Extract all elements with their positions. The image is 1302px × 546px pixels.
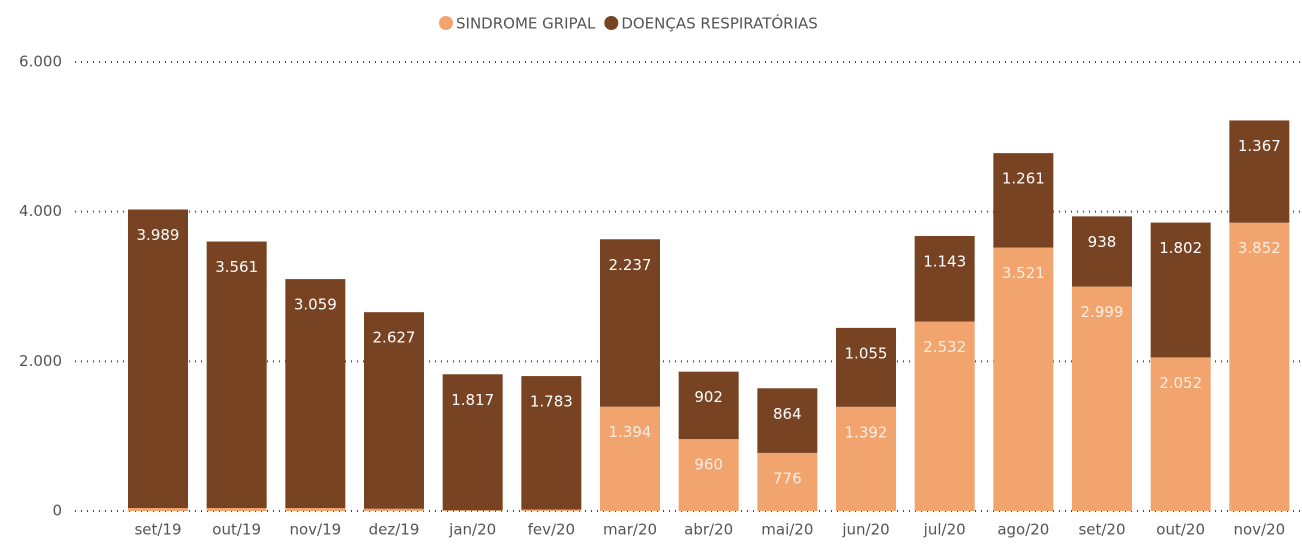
data-label: 960 xyxy=(694,456,723,474)
y-tick-label: 2.000 xyxy=(19,352,62,370)
x-tick-label: ago/20 xyxy=(997,521,1049,539)
x-tick-label: fev/20 xyxy=(528,521,576,539)
data-label: 776 xyxy=(773,469,802,487)
bar-segment xyxy=(993,153,1054,248)
bar-segment xyxy=(364,312,424,509)
x-tick-label: dez/19 xyxy=(369,521,420,539)
legend-marker xyxy=(439,16,453,30)
bar-segment xyxy=(1150,357,1211,511)
bar-segment xyxy=(128,508,188,511)
bar-segment xyxy=(206,241,267,509)
legend-label: SINDROME GRIPAL xyxy=(456,15,596,33)
data-label: 2.627 xyxy=(373,329,416,347)
x-tick-label: set/20 xyxy=(1078,521,1125,539)
bar-segment xyxy=(285,508,346,511)
bar-segment xyxy=(914,235,975,322)
bar-segment xyxy=(1229,222,1290,511)
bar-segment xyxy=(1229,120,1290,223)
bar-segment xyxy=(364,508,424,511)
x-tick-label: jun/20 xyxy=(841,521,889,539)
data-label: 1.817 xyxy=(451,391,494,409)
bar-segment xyxy=(757,452,818,511)
data-label: 2.237 xyxy=(609,256,652,274)
bar-segment xyxy=(1072,286,1132,511)
data-label: 1.802 xyxy=(1159,239,1202,257)
x-tick-label: out/20 xyxy=(1156,521,1205,539)
bar-segment xyxy=(1150,222,1211,358)
bar-segment xyxy=(914,321,975,511)
bar-segment xyxy=(678,371,739,440)
legend-label: DOENÇAS RESPIRATÓRIAS xyxy=(621,14,817,33)
bar-segment xyxy=(600,406,660,511)
y-tick-label: 6.000 xyxy=(19,53,62,71)
bar-segment xyxy=(442,510,503,511)
data-label: 1.055 xyxy=(845,344,888,362)
bar-segment xyxy=(757,388,818,453)
y-tick-label: 0 xyxy=(52,502,62,520)
legend-marker xyxy=(604,16,619,30)
bar-segment xyxy=(521,376,582,510)
data-label: 2.052 xyxy=(1159,374,1202,392)
bar-segment xyxy=(128,209,188,509)
x-tick-label: jan/20 xyxy=(448,521,496,539)
bar-segment xyxy=(993,247,1054,511)
y-tick-label: 4.000 xyxy=(19,202,62,220)
x-tick-label: nov/20 xyxy=(1233,521,1285,539)
data-label: 1.367 xyxy=(1238,137,1281,155)
bar-segment xyxy=(836,327,896,407)
bar-segment xyxy=(206,508,267,511)
x-tick-label: nov/19 xyxy=(289,521,341,539)
x-tick-label: out/19 xyxy=(212,521,261,539)
data-label: 1.392 xyxy=(845,423,888,441)
bar-segment xyxy=(442,374,503,511)
x-tick-label: jul/20 xyxy=(923,521,966,539)
data-label: 3.059 xyxy=(294,296,337,314)
data-label: 902 xyxy=(694,388,723,406)
bar-segment xyxy=(521,509,582,511)
data-label: 2.999 xyxy=(1081,303,1124,321)
bar-segment xyxy=(285,279,346,509)
x-tick-label: mar/20 xyxy=(603,521,657,539)
data-label: 2.532 xyxy=(923,338,966,356)
data-label: 1.143 xyxy=(923,252,966,270)
x-tick-label: mai/20 xyxy=(761,521,813,539)
x-tick-label: set/19 xyxy=(134,521,181,539)
data-label: 3.989 xyxy=(137,226,180,244)
x-tick-label: abr/20 xyxy=(684,521,733,539)
bar-segment xyxy=(836,406,896,511)
data-label: 3.852 xyxy=(1238,239,1281,257)
data-label: 3.521 xyxy=(1002,264,1045,282)
data-label: 938 xyxy=(1088,233,1117,251)
bar-segment xyxy=(678,439,739,511)
data-label: 864 xyxy=(773,405,802,423)
bar-segment xyxy=(600,239,660,407)
bar-segment xyxy=(1072,216,1132,287)
data-label: 3.561 xyxy=(215,258,258,276)
data-label: 1.261 xyxy=(1002,170,1045,188)
data-label: 1.394 xyxy=(609,423,652,441)
data-label: 1.783 xyxy=(530,393,573,411)
